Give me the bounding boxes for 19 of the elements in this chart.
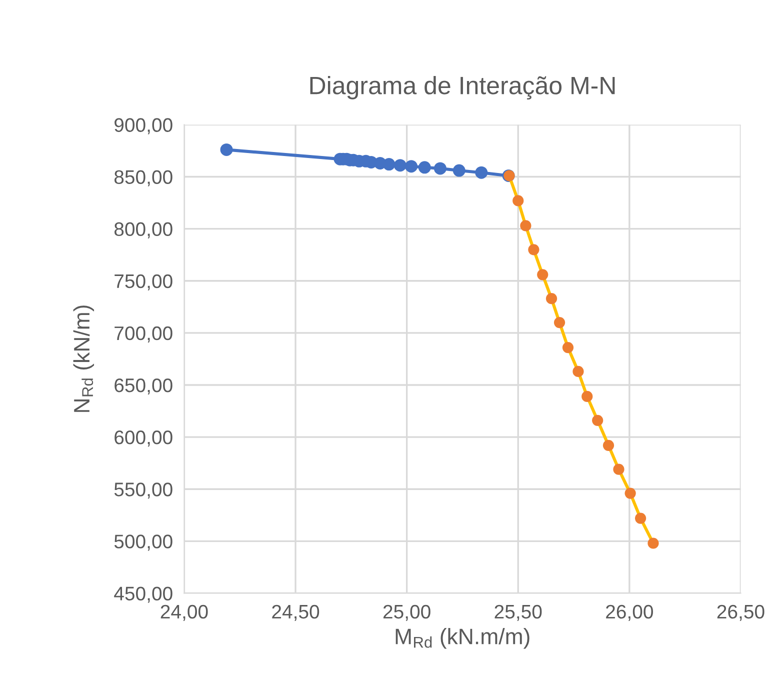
y-tick-label: 650,00 bbox=[114, 378, 172, 395]
y-tick-label: 700,00 bbox=[114, 326, 172, 342]
y-tick-label: 550,00 bbox=[114, 482, 172, 499]
y-tick-label: 600,00 bbox=[114, 430, 172, 447]
x-tick-label: 24,50 bbox=[272, 604, 320, 621]
x-tick-label: 26,00 bbox=[606, 604, 653, 621]
y-tick-label: 900,00 bbox=[114, 118, 172, 134]
y-tick-label: 850,00 bbox=[114, 170, 172, 186]
y-tick-label: 800,00 bbox=[114, 222, 172, 238]
x-tick-label: 24,00 bbox=[160, 604, 208, 621]
chart-title: Diagrama de Interação M-N bbox=[310, 76, 615, 100]
y-axis-title: N$_{Rd}$ (kN/m) bbox=[73, 306, 94, 412]
x-tick-label: 26,50 bbox=[717, 604, 764, 621]
x-tick-label: 25,00 bbox=[383, 604, 430, 621]
x-tick-label: 25,50 bbox=[494, 604, 542, 621]
y-tick-label: 750,00 bbox=[114, 274, 172, 290]
x-axis-title: M$_{Rd}$ (kN.m/m) bbox=[396, 628, 530, 649]
y-tick-label: 500,00 bbox=[114, 534, 172, 551]
y-tick-label: 450,00 bbox=[114, 586, 172, 603]
